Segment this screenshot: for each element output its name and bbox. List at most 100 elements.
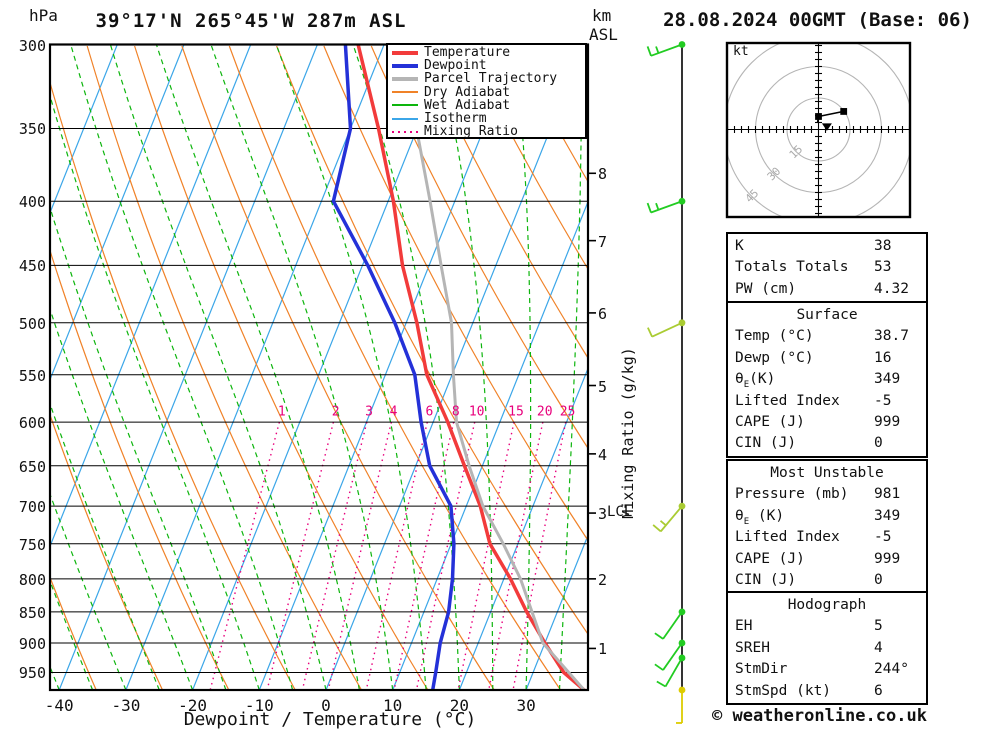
- table-row-value: 6: [874, 682, 883, 699]
- parcel-trajectory-curve: [410, 44, 586, 690]
- dewpoint-curve: [331, 44, 456, 690]
- legend-item-isotherm: Isotherm: [392, 111, 585, 127]
- legend-item-label: Dewpoint: [424, 58, 487, 74]
- storm-motion-marker: [821, 123, 832, 131]
- table-row-value: 999: [874, 413, 901, 430]
- isotherm-line: [50, 44, 185, 382]
- km-tick-label: 2: [598, 570, 608, 589]
- table-row-value: 4.32: [874, 280, 909, 297]
- pressure-tick-label: 850: [18, 603, 46, 622]
- dry-adiabat-line: [50, 575, 97, 690]
- altitude-axis-unit-km: km: [592, 6, 612, 25]
- pressure-tick-label: 950: [18, 664, 46, 683]
- table-section-header: Surface: [796, 307, 858, 323]
- dry-adiabat-line: [323, 45, 588, 542]
- table-row-label: CAPE (J): [735, 413, 805, 430]
- dry-adiabat-line: [50, 80, 296, 690]
- table-row: Lifted Index -5: [728, 392, 926, 413]
- mixing-ratio-label: 10: [468, 404, 485, 420]
- mixing-ratio-label: 15: [508, 404, 524, 420]
- isotherm-line: [192, 44, 452, 690]
- wind-barb: [676, 686, 686, 724]
- legend-item-temperature: Temperature: [392, 45, 585, 61]
- hodograph-trace-marker: [840, 108, 848, 115]
- isotherm-line: [525, 533, 588, 690]
- temperature-curve: [356, 44, 586, 690]
- wet-adiabat-line: [50, 93, 260, 690]
- legend-item-label: Isotherm: [424, 111, 487, 127]
- wet-adiabat-line: [210, 44, 394, 690]
- legend-item-label: Temperature: [424, 45, 511, 61]
- copyright-link[interactable]: © weatheronline.co.uk: [712, 706, 927, 726]
- table-row-value: 0: [874, 571, 883, 588]
- index-table: Most Unstable Pressure (mb) 981 θE (K) 349 Li…: [726, 459, 928, 595]
- legend: Temperature Dewpoint Parcel Trajectory Dry …: [386, 43, 587, 139]
- pressure-tick-label: 550: [18, 366, 46, 385]
- table-row-label: CIN (J): [735, 571, 797, 588]
- dry-adiabat-line: [50, 248, 230, 690]
- wet-adiabat-line: [70, 44, 294, 690]
- mixing-ratio-line: [415, 421, 476, 690]
- wet-adiabat-line: [275, 44, 427, 690]
- legend-item-parcel-trajectory: Parcel Trajectory: [392, 71, 585, 86]
- temperature-tick-label: 20: [449, 696, 470, 715]
- isotherm-line: [125, 44, 385, 690]
- mixing-ratio-label: 6: [425, 404, 434, 420]
- legend-item-dewpoint: Dewpoint: [392, 58, 585, 74]
- km-tick-label: 7: [598, 232, 608, 251]
- km-tick-label: 8: [598, 165, 608, 184]
- pressure-tick-label: 500: [18, 314, 46, 333]
- table-section-header: Hodograph: [787, 597, 867, 613]
- isotherm-line: [50, 44, 118, 215]
- legend-item-dry-adiabat: Dry Adiabat: [392, 85, 585, 100]
- isotherm-line: [258, 44, 519, 690]
- table-row-value: 38: [874, 238, 892, 254]
- dry-adiabat-line: [134, 45, 429, 690]
- table-row-value: 999: [874, 550, 901, 567]
- table-row-label: Lifted Index: [735, 529, 840, 546]
- dry-adiabat-line: [50, 413, 164, 690]
- legend-line-sample: [392, 91, 418, 94]
- wind-barb: [656, 654, 686, 688]
- mixing-ratio-label: 25: [559, 404, 576, 420]
- pressure-tick-label: 750: [18, 535, 46, 554]
- wind-barb: [646, 197, 686, 214]
- wet-adiabat-line: [558, 44, 583, 690]
- table-row: CIN (J) 0: [728, 571, 926, 592]
- table-row-label: Temp (°C): [735, 328, 814, 345]
- isotherm-line: [458, 366, 588, 690]
- table-row-label: StmDir: [735, 661, 788, 678]
- pressure-tick-label: 350: [18, 120, 46, 139]
- mixing-ratio-line: [365, 421, 428, 690]
- table-row-value: 349: [874, 371, 901, 388]
- table-row: θE (K) 349: [728, 507, 926, 528]
- table-row-label: θE(K): [735, 371, 776, 391]
- table-row: EH 5: [728, 617, 926, 638]
- hodograph-border: [725, 41, 912, 219]
- km-tick-label: 5: [598, 377, 608, 396]
- legend-line-sample: [392, 50, 418, 55]
- legend-line-sample: [392, 104, 418, 107]
- legend-line-sample: [392, 76, 418, 81]
- km-tick-label: 1: [598, 640, 608, 659]
- dry-adiabat-line: [418, 45, 588, 360]
- legend-item-wet-adiabat: Wet Adiabat: [392, 98, 585, 113]
- table-row-value: 0: [874, 435, 883, 452]
- pressure-tick-label: 300: [18, 36, 46, 55]
- dry-adiabat-line: [181, 45, 495, 690]
- table-row-label: CAPE (J): [735, 550, 805, 567]
- pressure-tick-label: 700: [18, 498, 46, 517]
- mixing-ratio-line: [209, 421, 281, 690]
- mixing-ratio-label: 3: [365, 404, 373, 420]
- table-row: CAPE (J) 999: [728, 550, 926, 571]
- wet-adiabat-line: [352, 44, 460, 690]
- temperature-tick-label: -20: [178, 696, 208, 715]
- table-row: StmDir 244°: [728, 660, 926, 681]
- mixing-ratio-line: [266, 421, 335, 690]
- table-row-label: CIN (J): [735, 435, 797, 452]
- hodograph-unit-label: kt: [733, 44, 749, 59]
- table-row-label: K: [735, 238, 744, 254]
- table-row: StmSpd (kt) 6: [728, 682, 926, 703]
